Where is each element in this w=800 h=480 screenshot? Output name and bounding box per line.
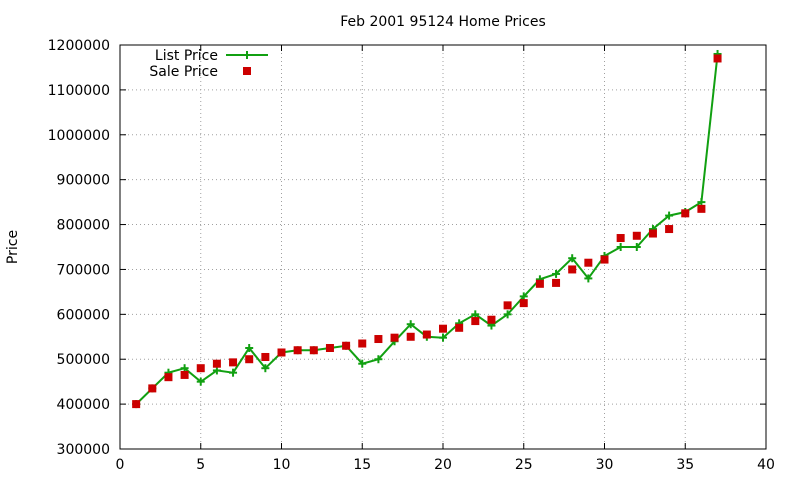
sale-price-point: [535, 279, 544, 288]
sale-price-point: [697, 204, 706, 213]
y-tick-label: 1100000: [48, 83, 110, 99]
sale-price-point: [277, 348, 286, 357]
series-sale-price: [132, 54, 722, 409]
y-tick-label: 400000: [57, 397, 110, 413]
legend-label: Sale Price: [149, 64, 218, 80]
legend-cross-swatch: [243, 51, 251, 59]
x-tick-label: 10: [273, 457, 291, 473]
list-price-point: [632, 243, 641, 251]
sale-price-point: [632, 231, 641, 240]
y-tick-label: 700000: [57, 262, 110, 278]
y-tick-label: 500000: [57, 352, 110, 368]
list-price-point: [616, 243, 625, 251]
sale-price-point: [342, 341, 351, 350]
y-tick-label: 1000000: [48, 128, 110, 144]
y-tick-label: 600000: [57, 307, 110, 323]
sale-price-point: [132, 400, 141, 409]
list-price-line: [135, 53, 719, 405]
x-tick-label: 25: [515, 457, 533, 473]
sale-price-point: [616, 234, 625, 243]
sale-price-point: [713, 54, 722, 63]
sale-price-point: [390, 333, 399, 342]
list-price-point: [552, 269, 561, 278]
axis-ticks: 0 5 10 15 20 25 30 35 40 300000 400000 500000 600000…: [48, 38, 775, 473]
x-tick-label: 15: [353, 457, 371, 473]
sale-price-point: [148, 384, 157, 393]
sale-price-point: [358, 339, 367, 348]
list-price-point: [196, 377, 205, 386]
sale-price-point: [455, 323, 464, 332]
list-price-point: [245, 344, 254, 352]
sale-price-point: [212, 359, 221, 368]
y-axis-label: Price: [5, 230, 21, 264]
sale-price-point: [471, 317, 480, 326]
sale-price-point: [568, 265, 577, 274]
sale-price-point: [503, 301, 512, 310]
list-price-point: [665, 211, 674, 220]
legend-label: List Price: [155, 48, 218, 64]
sale-price-point: [487, 315, 496, 324]
sale-price-point: [309, 346, 318, 355]
sale-price-point: [164, 373, 173, 382]
list-price-point: [180, 364, 189, 373]
sale-price-point: [439, 324, 447, 333]
list-price-point: [697, 198, 706, 207]
sale-price-point: [229, 358, 238, 367]
sale-price-point: [293, 346, 302, 355]
sale-price-point: [325, 344, 334, 352]
sale-price-point: [422, 330, 431, 339]
list-price-point: [406, 320, 415, 329]
y-tick-label: 1200000: [48, 38, 110, 54]
sale-price-point: [180, 370, 189, 379]
list-price-point: [439, 333, 447, 342]
sale-price-point: [374, 335, 383, 344]
sale-price-point: [519, 299, 528, 308]
y-tick-label: 300000: [57, 442, 110, 458]
grid: [120, 45, 766, 449]
list-price-point: [519, 292, 528, 301]
series-list-price: [132, 49, 722, 409]
list-price-point: [212, 366, 221, 375]
list-price-point: [261, 364, 270, 373]
sale-price-point: [600, 255, 609, 264]
list-price-point: [374, 355, 383, 364]
x-tick-label: 40: [757, 457, 775, 473]
sale-price-point: [261, 352, 270, 361]
series: [132, 49, 722, 409]
list-price-point: [358, 359, 367, 368]
x-tick-label: 0: [116, 457, 125, 473]
list-price-point: [229, 368, 238, 377]
sale-price-point: [196, 364, 205, 373]
list-price-point: [568, 254, 577, 263]
sale-price-point: [245, 355, 254, 364]
sale-price-point: [681, 209, 690, 218]
y-tick-label: 900000: [57, 173, 110, 189]
chart-title: Feb 2001 95124 Home Prices: [340, 14, 546, 30]
list-price-point: [471, 310, 480, 319]
y-tick-label: 800000: [57, 218, 110, 234]
sale-price-point: [648, 229, 657, 238]
list-price-point: [503, 310, 512, 319]
x-tick-label: 20: [434, 457, 452, 473]
x-tick-label: 35: [676, 457, 694, 473]
x-tick-label: 5: [196, 457, 205, 473]
legend-square-swatch: [243, 67, 251, 75]
sale-price-point: [552, 278, 561, 287]
sale-price-point: [665, 225, 674, 234]
x-tick-label: 30: [596, 457, 614, 473]
sale-price-point: [584, 258, 593, 267]
list-price-point: [584, 274, 593, 283]
sale-price-point: [406, 332, 415, 341]
